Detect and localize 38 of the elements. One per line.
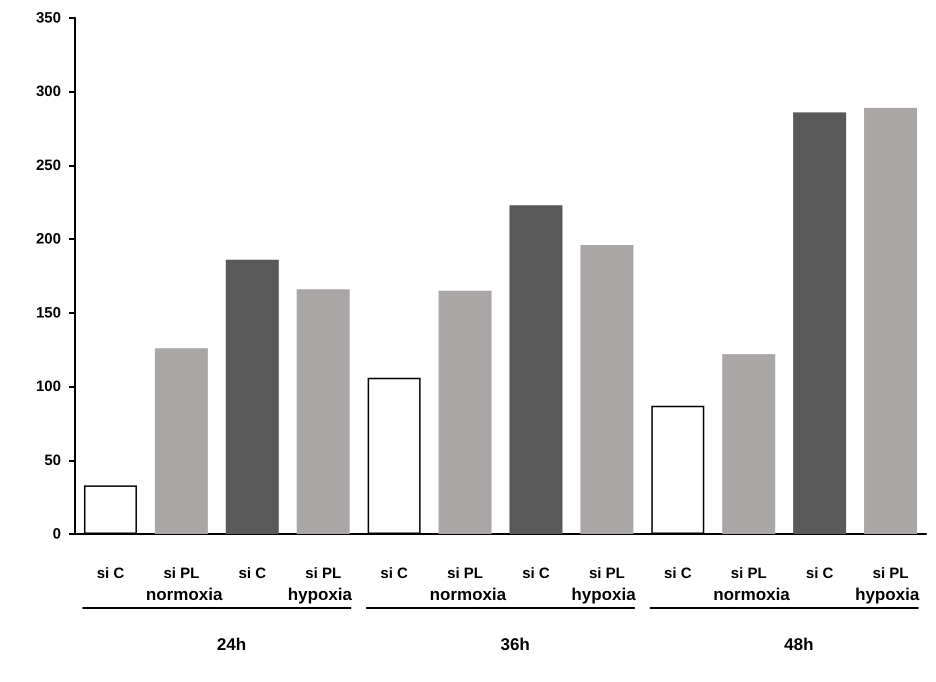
text: 24h: [216, 635, 246, 654]
text: normoxia: [146, 585, 223, 604]
bar: [509, 205, 562, 534]
text: 36h: [500, 635, 530, 654]
x-tick-label: si PL: [588, 565, 625, 582]
bar: [226, 260, 279, 534]
x-tick-label: si PL: [163, 565, 200, 582]
x-tick-label: si C: [96, 565, 124, 582]
y-tick-label: 0: [52, 526, 61, 542]
y-tick-label: 300: [36, 83, 61, 100]
text: 48h: [784, 635, 814, 654]
bar: [154, 348, 208, 534]
y-tick-label: 200: [36, 230, 61, 248]
x-tick-label: si C: [806, 565, 834, 582]
y-tick-label: 100: [36, 378, 61, 396]
x-tick-label: si PL: [447, 565, 483, 582]
bar: [438, 290, 492, 534]
text: normoxia: [713, 585, 790, 604]
bar: [864, 108, 918, 534]
text: hypoxia: [571, 585, 636, 604]
x-tick-label: si C: [522, 565, 550, 582]
x-tick-label: si C: [238, 565, 266, 582]
x-tick-label: si C: [664, 565, 692, 582]
bar: [722, 354, 776, 534]
y-tick-label: 150: [36, 304, 61, 322]
y-tick-label: 250: [36, 156, 61, 174]
x-tick-label: si PL: [305, 565, 342, 582]
text: hypoxia: [288, 585, 353, 604]
x-tick-label: si C: [380, 565, 408, 582]
y-tick-label: 350: [36, 10, 61, 26]
bar: [793, 112, 846, 534]
text: hypoxia: [855, 585, 920, 604]
x-tick-label: si PL: [730, 565, 767, 582]
bar: [580, 245, 634, 534]
y-tick-label: 50: [44, 452, 61, 469]
text: normoxia: [430, 585, 507, 604]
bar: [296, 289, 350, 534]
x-tick-label: si PL: [872, 565, 908, 582]
